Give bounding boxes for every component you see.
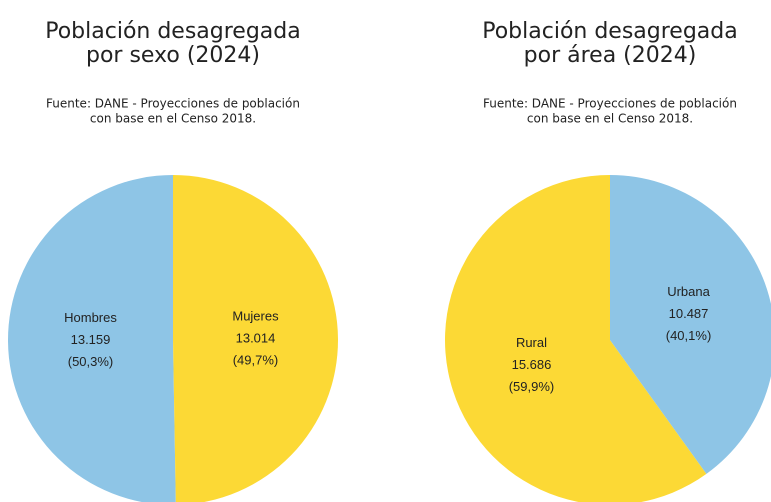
slice-percent: (49,7%) — [233, 353, 279, 368]
slice-category: Hombres — [64, 310, 117, 325]
slice-percent: (59,9%) — [509, 379, 555, 394]
slice-value: 10.487 — [669, 306, 709, 321]
slice-category: Urbana — [667, 284, 710, 299]
slice-category: Rural — [516, 335, 547, 350]
slice-value: 13.159 — [71, 332, 111, 347]
chart-subtitle: con base en el Censo 2018. — [90, 112, 256, 126]
chart-title: por área (2024) — [524, 43, 697, 68]
slice-value: 15.686 — [512, 357, 552, 372]
chart-title: Población desagregada — [45, 19, 301, 44]
pie-slice — [173, 175, 338, 502]
chart-subtitle: Fuente: DANE - Proyecciones de población — [483, 97, 737, 111]
chart-title: Población desagregada — [482, 19, 738, 44]
chart-subtitle: Fuente: DANE - Proyecciones de población — [46, 97, 300, 111]
chart-title: por sexo (2024) — [86, 43, 260, 68]
slice-category: Mujeres — [232, 309, 279, 324]
slice-percent: (40,1%) — [666, 328, 712, 343]
pie-slice — [8, 175, 176, 502]
slice-percent: (50,3%) — [68, 354, 114, 369]
pie-slice — [610, 175, 771, 474]
slice-value: 13.014 — [236, 331, 276, 346]
pie-slice — [445, 175, 707, 502]
chart-subtitle: con base en el Censo 2018. — [527, 112, 693, 126]
